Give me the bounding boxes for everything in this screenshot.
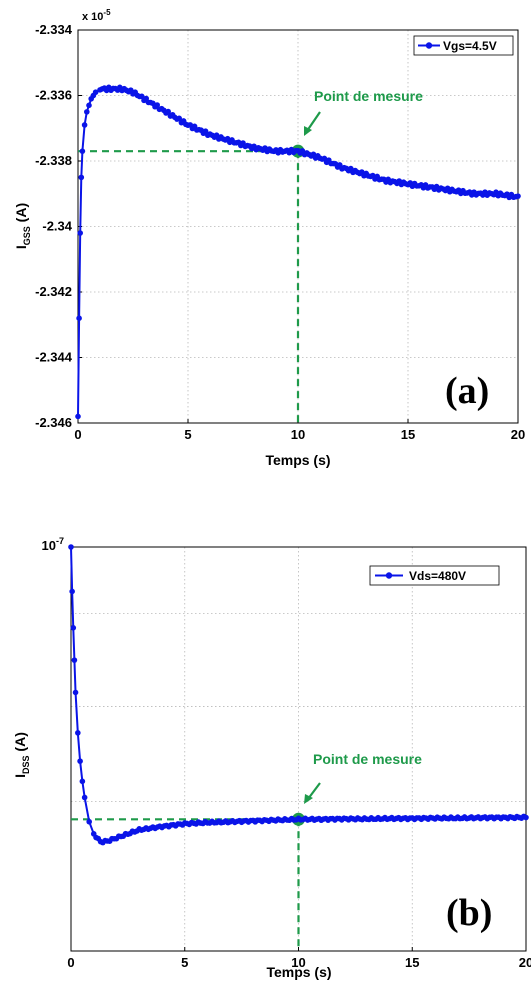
chart-b-legend-marker xyxy=(385,572,393,579)
chart-b-data-point xyxy=(72,689,79,696)
chart-a-data-point xyxy=(79,148,86,154)
chart-b-ylabel: IDSS (A) xyxy=(12,732,31,778)
chart-a-y-tick-label: -2.336 xyxy=(35,88,72,103)
chart-a: -2.334 -2.336 -2.338 -2.34 -2.342 -2.344 -2.34… xyxy=(13,8,525,468)
chart-a-y-tick-label: -2.342 xyxy=(35,284,72,299)
chart-b-measure-lines xyxy=(71,812,305,951)
chart-a-x-tick-label: 20 xyxy=(511,427,525,442)
chart-b-data-point xyxy=(70,625,77,631)
chart-a-x-tick-label: 10 xyxy=(291,427,305,442)
chart-a-exponent: x 10-5 xyxy=(82,8,111,23)
chart-a-data-point xyxy=(84,109,90,115)
chart-a-panel-label: (a) xyxy=(445,370,489,412)
chart-a-annotation-arrowhead xyxy=(304,126,312,136)
chart-b-data-point xyxy=(81,794,88,801)
chart-b-xlabel: Temps (s) xyxy=(266,964,331,980)
chart-b-annotation-text: Point de mesure xyxy=(313,751,422,767)
chart-a-data-point xyxy=(78,174,85,181)
chart-b-legend-box xyxy=(369,565,500,586)
chart-a-legend-box xyxy=(413,35,514,56)
chart-a-data-point xyxy=(86,102,92,109)
chart-b-data-point xyxy=(71,657,78,663)
chart-a-exponent-base: x 10 xyxy=(82,11,103,23)
chart-a-exponent-sup: -5 xyxy=(103,8,111,17)
chart-b-data-point xyxy=(75,730,81,736)
chart-b-panel-label: (b) xyxy=(446,892,492,934)
chart-b-x-tick-label: 5 xyxy=(181,955,188,970)
chart-b-ylabel-sub: DSS xyxy=(21,755,31,774)
chart-b-data-point xyxy=(68,544,74,550)
chart-a-ylabel-unit: (A) xyxy=(13,203,29,226)
chart-b-legend: Vds=480V xyxy=(369,565,500,586)
chart-a-legend-marker xyxy=(425,42,433,49)
chart-b-x-tick-label: 10 xyxy=(291,955,305,970)
chart-a-data-point xyxy=(154,102,160,108)
chart-a-data-point xyxy=(75,413,81,420)
chart-a-legend: Vgs=4.5V xyxy=(413,35,514,56)
chart-a-data-point xyxy=(81,122,88,128)
chart-a-x-ticks: 0 5 10 15 20 xyxy=(74,419,525,442)
chart-a-annotation: Point de mesure xyxy=(304,88,423,136)
chart-b-ylabel-main: I xyxy=(12,774,28,778)
chart-b-x-tick-label: 0 xyxy=(67,955,74,970)
chart-b-ylabel-unit: (A) xyxy=(12,732,28,755)
chart-a-legend-label: Vgs=4.5V xyxy=(443,39,497,53)
chart-b-data-point xyxy=(86,818,92,825)
chart-a-y-tick-label: -2.334 xyxy=(35,22,73,37)
chart-b-x-tick-label: 20 xyxy=(519,955,531,970)
chart-b-x-tick-label: 15 xyxy=(405,955,419,970)
chart-b-y-tick-base: 10 xyxy=(42,538,56,553)
chart-a-data-point xyxy=(76,315,82,322)
chart-a-ylabel-sub: GSS xyxy=(22,226,32,245)
chart-a-y-tick-label: -2.346 xyxy=(35,415,72,430)
chart-a-annotation-text: Point de mesure xyxy=(314,88,423,104)
chart-b-grid xyxy=(71,546,526,951)
chart-a-y-tick-label: -2.344 xyxy=(35,350,73,365)
chart-b-series xyxy=(68,544,529,846)
chart-a-x-tick-label: 0 xyxy=(74,427,81,442)
chart-a-x-tick-label: 5 xyxy=(184,427,191,442)
chart-a-y-ticks: -2.334 -2.336 -2.338 -2.34 -2.342 -2.344 -2.34… xyxy=(35,22,82,430)
chart-a-series xyxy=(75,84,521,420)
chart-b-annotation-arrowhead xyxy=(304,794,313,804)
chart-b-x-ticks: 0 5 10 15 20 xyxy=(67,947,531,970)
chart-a-y-tick-label: -2.338 xyxy=(35,153,72,168)
chart-a-data-point xyxy=(92,89,99,96)
chart-a-data-point xyxy=(515,193,521,199)
chart-b-y-tick-label: 10-7 xyxy=(42,536,64,553)
chart-a-x-tick-label: 15 xyxy=(401,427,415,442)
chart-b-data-point xyxy=(77,758,83,764)
chart-a-y-tick-label: -2.34 xyxy=(42,219,72,234)
chart-a-ylabel: IGSS (A) xyxy=(13,203,32,249)
chart-a-data-point xyxy=(77,230,83,236)
chart-b-legend-label: Vds=480V xyxy=(409,569,466,583)
chart-a-ylabel-main: I xyxy=(13,245,29,249)
chart-a-measure-lines xyxy=(78,144,305,423)
chart-b-annotation: Point de mesure xyxy=(304,751,422,804)
chart-b-data-point xyxy=(69,588,75,595)
chart-b-data-point xyxy=(79,778,86,785)
chart-a-xlabel: Temps (s) xyxy=(265,452,330,468)
chart-b-annotation-arrow xyxy=(307,782,321,800)
chart-a-data-point xyxy=(165,108,171,115)
chart-b-data-point xyxy=(523,814,529,821)
chart-a-annotation-arrow xyxy=(306,111,321,132)
chart-b: 10-7 0 5 10 15 20 Temps (s) IDSS (A) Point d… xyxy=(12,536,531,980)
chart-b-y-tick-sup: -7 xyxy=(56,536,64,546)
chart-a-data-point xyxy=(176,115,182,122)
